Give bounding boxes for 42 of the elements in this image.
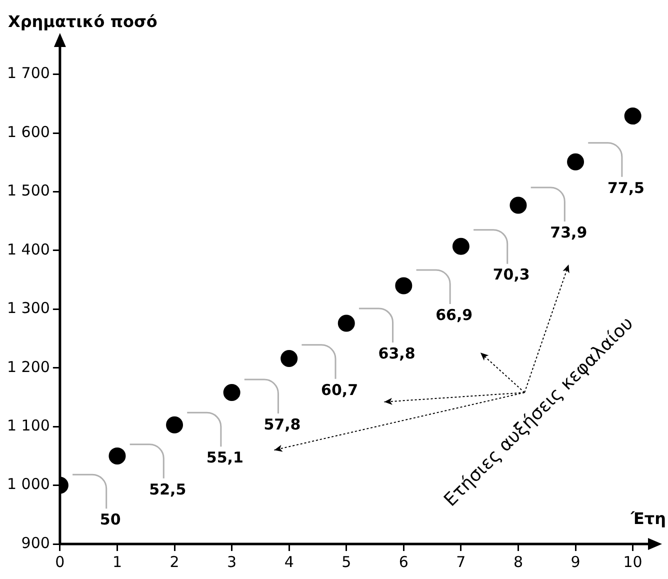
y-tick-label: 1 600: [6, 122, 50, 141]
x-tick-label: 9: [570, 552, 580, 571]
annotation: 57,8: [264, 415, 301, 434]
y-tick-label: 1 100: [6, 416, 50, 434]
x-tick-label: 0: [55, 552, 65, 571]
annotation: 55,1: [206, 448, 244, 467]
point: [624, 108, 642, 125]
y-tick-label: 1 300: [6, 299, 50, 318]
x-axis-title: Έτη: [630, 509, 666, 528]
y-axis-title: Χρηματικό ποσό: [8, 12, 158, 31]
point: [223, 384, 240, 402]
point: [510, 196, 527, 214]
x-tick-label: 8: [513, 552, 524, 571]
annotation: 60,7: [320, 380, 358, 399]
point: [166, 416, 184, 434]
point: [567, 153, 584, 170]
annotation: 50: [100, 510, 121, 529]
point: [280, 350, 298, 367]
annotation: 52,5: [149, 480, 186, 498]
point: [395, 277, 412, 294]
y-tick-label: 1 500: [6, 182, 50, 200]
x-tick-label: 3: [227, 552, 237, 571]
y-tick-label: 1 000: [6, 475, 50, 494]
x-tick-label: 7: [456, 552, 466, 571]
x-tick-label: 2: [170, 552, 180, 571]
x-tick-label: 6: [398, 552, 408, 571]
point: [108, 447, 126, 464]
x-tick-label: 1: [112, 552, 122, 571]
annotation: 70,3: [492, 266, 530, 284]
y-tick-label: 1 200: [6, 358, 50, 376]
point: [338, 314, 355, 332]
y-tick-label: 1 700: [6, 64, 50, 82]
annotation: 66,9: [436, 306, 473, 324]
annotation: 77,5: [607, 178, 644, 197]
x-tick-label: 4: [284, 552, 294, 571]
y-tick-label: 1 400: [6, 240, 50, 258]
x-tick-label: 10: [623, 552, 642, 571]
y-tick-label: 900: [21, 534, 50, 552]
annotation: 73,9: [550, 223, 588, 242]
x-tick-label: 5: [342, 552, 352, 571]
point: [452, 238, 470, 255]
annotation: 63,8: [378, 344, 416, 362]
